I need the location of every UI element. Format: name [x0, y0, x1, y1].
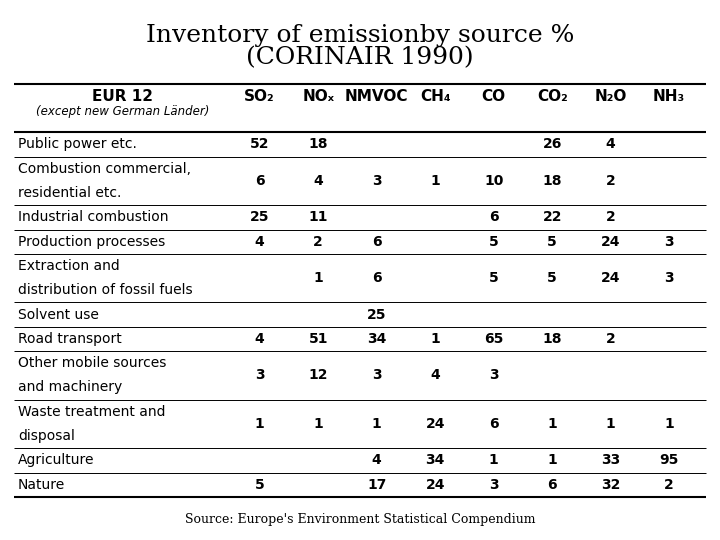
Text: 1: 1 — [547, 454, 557, 467]
Text: 5: 5 — [255, 478, 264, 491]
Text: 3: 3 — [665, 235, 674, 248]
Text: 11: 11 — [308, 211, 328, 224]
Text: 1: 1 — [606, 417, 616, 431]
Text: 1: 1 — [313, 271, 323, 285]
Text: 5: 5 — [489, 271, 498, 285]
Text: 10: 10 — [484, 174, 503, 188]
Text: 6: 6 — [547, 478, 557, 491]
Text: 25: 25 — [367, 308, 387, 321]
Text: Solvent use: Solvent use — [18, 308, 99, 321]
Text: Agriculture: Agriculture — [18, 454, 94, 467]
Text: 6: 6 — [372, 271, 382, 285]
Text: 1: 1 — [547, 417, 557, 431]
Text: CH₄: CH₄ — [420, 89, 451, 104]
Text: 26: 26 — [542, 138, 562, 151]
Text: 33: 33 — [601, 454, 620, 467]
Text: 3: 3 — [489, 368, 498, 382]
Text: 1: 1 — [313, 417, 323, 431]
Text: 3: 3 — [372, 368, 382, 382]
Text: 1: 1 — [431, 332, 440, 346]
Text: CO₂: CO₂ — [537, 89, 567, 104]
Text: distribution of fossil fuels: distribution of fossil fuels — [18, 284, 193, 297]
Text: N₂O: N₂O — [595, 89, 627, 104]
Text: 5: 5 — [547, 235, 557, 248]
Text: 3: 3 — [489, 478, 498, 491]
Text: NH₃: NH₃ — [653, 89, 685, 104]
Text: 3: 3 — [255, 368, 264, 382]
Text: Production processes: Production processes — [18, 235, 166, 248]
Text: 1: 1 — [372, 417, 382, 431]
Text: Waste treatment and: Waste treatment and — [18, 405, 166, 418]
Text: 25: 25 — [250, 211, 269, 224]
Text: 5: 5 — [489, 235, 498, 248]
Text: Industrial combustion: Industrial combustion — [18, 211, 168, 224]
Text: 6: 6 — [372, 235, 382, 248]
Text: 4: 4 — [431, 368, 440, 382]
Text: Inventory of emissionby source %: Inventory of emissionby source % — [146, 24, 574, 48]
Text: Other mobile sources: Other mobile sources — [18, 356, 166, 370]
Text: 18: 18 — [542, 332, 562, 346]
Text: NMVOC: NMVOC — [345, 89, 408, 104]
Text: 1: 1 — [665, 417, 674, 431]
Text: Road transport: Road transport — [18, 332, 122, 346]
Text: 5: 5 — [547, 271, 557, 285]
Text: 34: 34 — [367, 332, 387, 346]
Text: Extraction and: Extraction and — [18, 259, 120, 273]
Text: 2: 2 — [665, 478, 674, 491]
Text: and machinery: and machinery — [18, 381, 122, 394]
Text: 1: 1 — [255, 417, 264, 431]
Text: 1: 1 — [431, 174, 440, 188]
Text: 3: 3 — [372, 174, 382, 188]
Text: NOₓ: NOₓ — [302, 89, 334, 104]
Text: 2: 2 — [606, 211, 616, 224]
Text: Nature: Nature — [18, 478, 66, 491]
Text: 4: 4 — [255, 332, 264, 346]
Text: 51: 51 — [308, 332, 328, 346]
Text: 24: 24 — [601, 235, 621, 248]
Text: 4: 4 — [372, 454, 382, 467]
Text: 1: 1 — [489, 454, 498, 467]
Text: EUR 12: EUR 12 — [92, 89, 153, 104]
Text: (except new German Länder): (except new German Länder) — [36, 105, 209, 118]
Text: residential etc.: residential etc. — [18, 186, 122, 200]
Text: 2: 2 — [606, 174, 616, 188]
Text: 24: 24 — [426, 478, 445, 491]
Text: (CORINAIR 1990): (CORINAIR 1990) — [246, 46, 474, 69]
Text: 6: 6 — [255, 174, 264, 188]
Text: 18: 18 — [308, 138, 328, 151]
Text: 24: 24 — [426, 417, 445, 431]
Text: 17: 17 — [367, 478, 387, 491]
Text: CO: CO — [482, 89, 505, 104]
Text: 52: 52 — [250, 138, 269, 151]
Text: 3: 3 — [665, 271, 674, 285]
Text: 65: 65 — [484, 332, 503, 346]
Text: 34: 34 — [426, 454, 445, 467]
Text: 2: 2 — [606, 332, 616, 346]
Text: Source: Europe's Environment Statistical Compendium: Source: Europe's Environment Statistical… — [185, 514, 535, 526]
Text: 24: 24 — [601, 271, 621, 285]
Text: 6: 6 — [489, 211, 498, 224]
Text: disposal: disposal — [18, 429, 75, 443]
Text: 12: 12 — [308, 368, 328, 382]
Text: 4: 4 — [606, 138, 616, 151]
Text: 95: 95 — [660, 454, 679, 467]
Text: 6: 6 — [489, 417, 498, 431]
Text: Public power etc.: Public power etc. — [18, 138, 137, 151]
Text: SO₂: SO₂ — [244, 89, 275, 104]
Text: 18: 18 — [542, 174, 562, 188]
Text: 4: 4 — [255, 235, 264, 248]
Text: 4: 4 — [313, 174, 323, 188]
Text: 32: 32 — [601, 478, 621, 491]
Text: Combustion commercial,: Combustion commercial, — [18, 162, 191, 176]
Text: 2: 2 — [313, 235, 323, 248]
Text: 22: 22 — [542, 211, 562, 224]
